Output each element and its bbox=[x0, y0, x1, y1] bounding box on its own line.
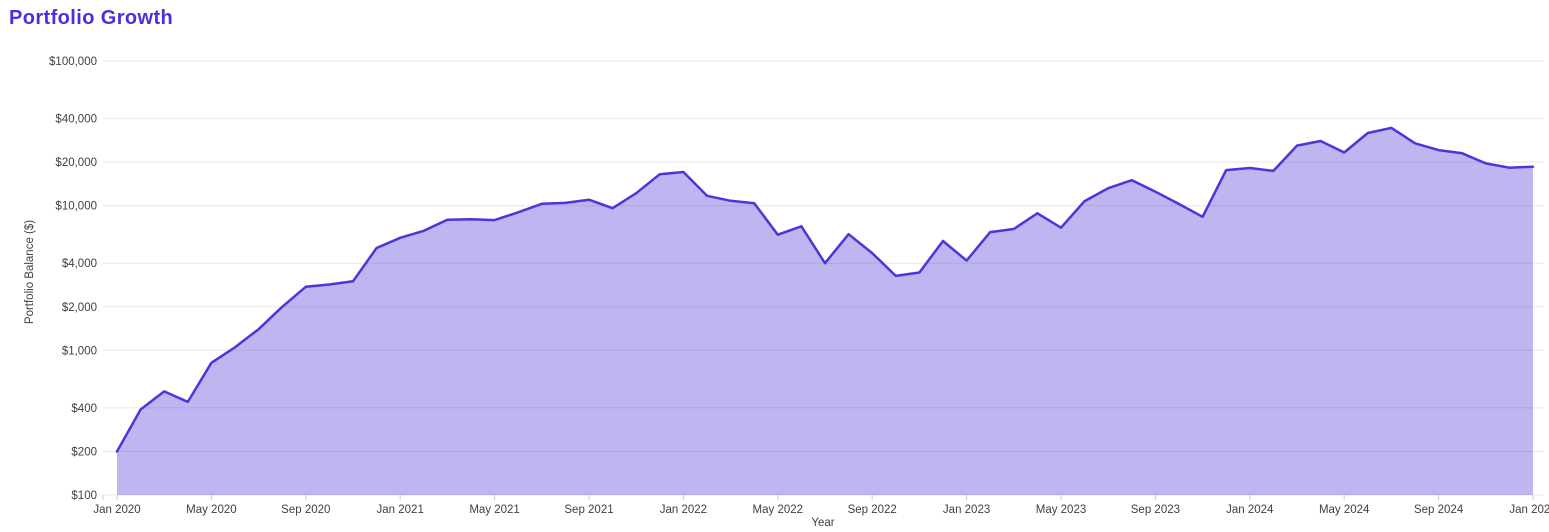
x-tick-label: Sep 2020 bbox=[281, 504, 330, 516]
x-tick-label: Jan 2023 bbox=[943, 504, 990, 516]
x-tick-label: Jan 2021 bbox=[377, 504, 424, 516]
x-tick-label: Sep 2021 bbox=[564, 504, 613, 516]
x-tick-label: Jan 2025 bbox=[1509, 504, 1549, 516]
x-axis-title: Year bbox=[811, 517, 835, 529]
chart-title: Portfolio Growth bbox=[9, 7, 174, 29]
y-tick-label: $20,000 bbox=[55, 157, 97, 169]
y-tick-label: $400 bbox=[71, 403, 97, 415]
x-tick-label: Jan 2022 bbox=[660, 504, 707, 516]
y-tick-label: $200 bbox=[71, 447, 97, 459]
y-tick-label: $100,000 bbox=[49, 56, 97, 68]
y-tick-label: $100 bbox=[71, 490, 97, 502]
y-tick-label: $2,000 bbox=[62, 302, 97, 314]
x-tick-label: Sep 2023 bbox=[1131, 504, 1180, 516]
trend-line bbox=[115, 126, 1535, 453]
y-tick-label: $40,000 bbox=[55, 114, 97, 126]
x-tick-label: Jan 2024 bbox=[1226, 504, 1274, 516]
y-tick-label: $4,000 bbox=[62, 258, 97, 270]
x-tick-label: May 2022 bbox=[753, 504, 804, 516]
y-tick-label: $10,000 bbox=[55, 201, 97, 213]
x-tick-label: Sep 2022 bbox=[848, 504, 897, 516]
x-tick-label: May 2024 bbox=[1319, 504, 1370, 516]
x-tick-label: May 2021 bbox=[469, 504, 520, 516]
x-tick-label: May 2020 bbox=[186, 504, 237, 516]
x-tick-label: Sep 2024 bbox=[1414, 504, 1464, 516]
area-fill bbox=[117, 127, 1533, 496]
y-tick-label: $1,000 bbox=[62, 345, 97, 357]
x-tick-label: May 2023 bbox=[1036, 504, 1087, 516]
y-axis-title: Portfolio Balance ($) bbox=[24, 219, 36, 325]
x-tick-label: Jan 2020 bbox=[93, 504, 140, 516]
